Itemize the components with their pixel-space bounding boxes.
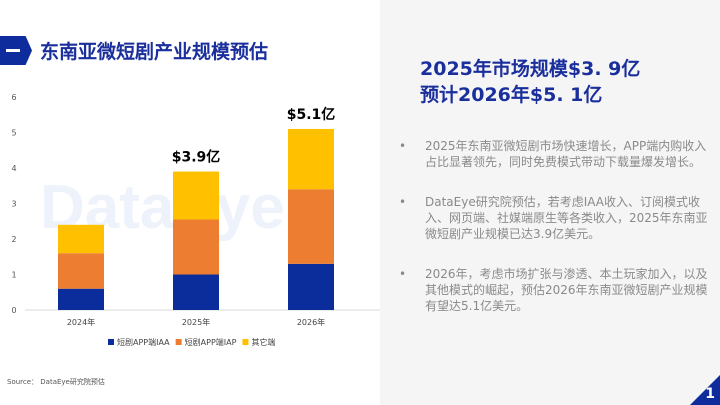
bullet-list: • 2025年东南亚微短剧市场快速增长，APP端内购收入占比显著领先，同时免费模式… <box>395 138 710 338</box>
legend-label: 其它端 <box>251 337 275 347</box>
data-label: $3.9亿 <box>172 149 221 166</box>
bullet-dot: • <box>399 195 407 209</box>
page-number: 1 <box>705 386 715 402</box>
bar-segment <box>58 288 104 310</box>
bullet-item: • 2026年，考虑市场扩张与渗透、本土玩家加入，以及其他模式的崛起，预估2026… <box>395 266 710 314</box>
y-tick-label: 5 <box>11 129 16 138</box>
bullet-dot: • <box>399 139 407 153</box>
source-note: Source： DataEye研究院预估 <box>7 378 105 386</box>
headline: 2025年市场规模$3. 9亿 预计2026年$5. 1亿 <box>420 56 640 108</box>
bullet-text: 2026年，考虑市场扩张与渗透、本土玩家加入，以及其他模式的崛起，预估2026年… <box>425 267 708 313</box>
legend-swatch <box>242 339 249 345</box>
x-tick-label: 2025年 <box>182 317 210 327</box>
y-tick-label: 2 <box>11 235 16 244</box>
legend-swatch <box>108 339 114 345</box>
bullet-text: 2025年东南亚微短剧市场快速增长，APP端内购收入占比显著领先，同时免费模式带… <box>425 139 707 169</box>
bullet-item: • DataEye研究院预估，若考虑IAA收入、订阅模式收入、网页端、社媒端原生等… <box>395 194 710 242</box>
bullet-item: • 2025年东南亚微短剧市场快速增长，APP端内购收入占比显著领先，同时免费模式… <box>395 138 710 170</box>
y-tick-label: 4 <box>11 164 16 173</box>
data-label: $5.1亿 <box>287 106 336 123</box>
bar-segment <box>58 224 104 254</box>
y-tick-label: 6 <box>11 93 16 102</box>
x-tick-label: 2024年 <box>67 317 95 327</box>
x-tick-label: 2026年 <box>297 317 325 327</box>
y-tick-label: 0 <box>11 306 16 315</box>
headline-line-2: 预计2026年$5. 1亿 <box>420 84 603 106</box>
bullet-text: DataEye研究院预估，若考虑IAA收入、订阅模式收入、网页端、社媒端原生等各… <box>425 195 708 241</box>
section-badge <box>0 36 32 65</box>
y-tick-label: 3 <box>11 200 16 209</box>
dash-icon <box>6 49 20 52</box>
bar-segment <box>288 128 334 190</box>
bar-segment <box>173 171 219 220</box>
legend-label: 短剧APP端IAP <box>185 337 237 347</box>
bar-segment <box>58 253 104 289</box>
bar-segment <box>288 189 334 264</box>
bar-segment <box>288 263 334 310</box>
headline-line-1: 2025年市场规模$3. 9亿 <box>420 58 641 80</box>
legend-swatch <box>175 339 182 345</box>
bar-segment <box>173 219 219 275</box>
page-title: 东南亚微短剧产业规模预估 <box>40 41 269 63</box>
legend-label: 短剧APP端IAA <box>117 337 170 347</box>
bar-segment <box>173 274 219 310</box>
right-panel <box>380 0 720 405</box>
y-tick-label: 1 <box>11 271 16 280</box>
bullet-dot: • <box>399 267 407 281</box>
